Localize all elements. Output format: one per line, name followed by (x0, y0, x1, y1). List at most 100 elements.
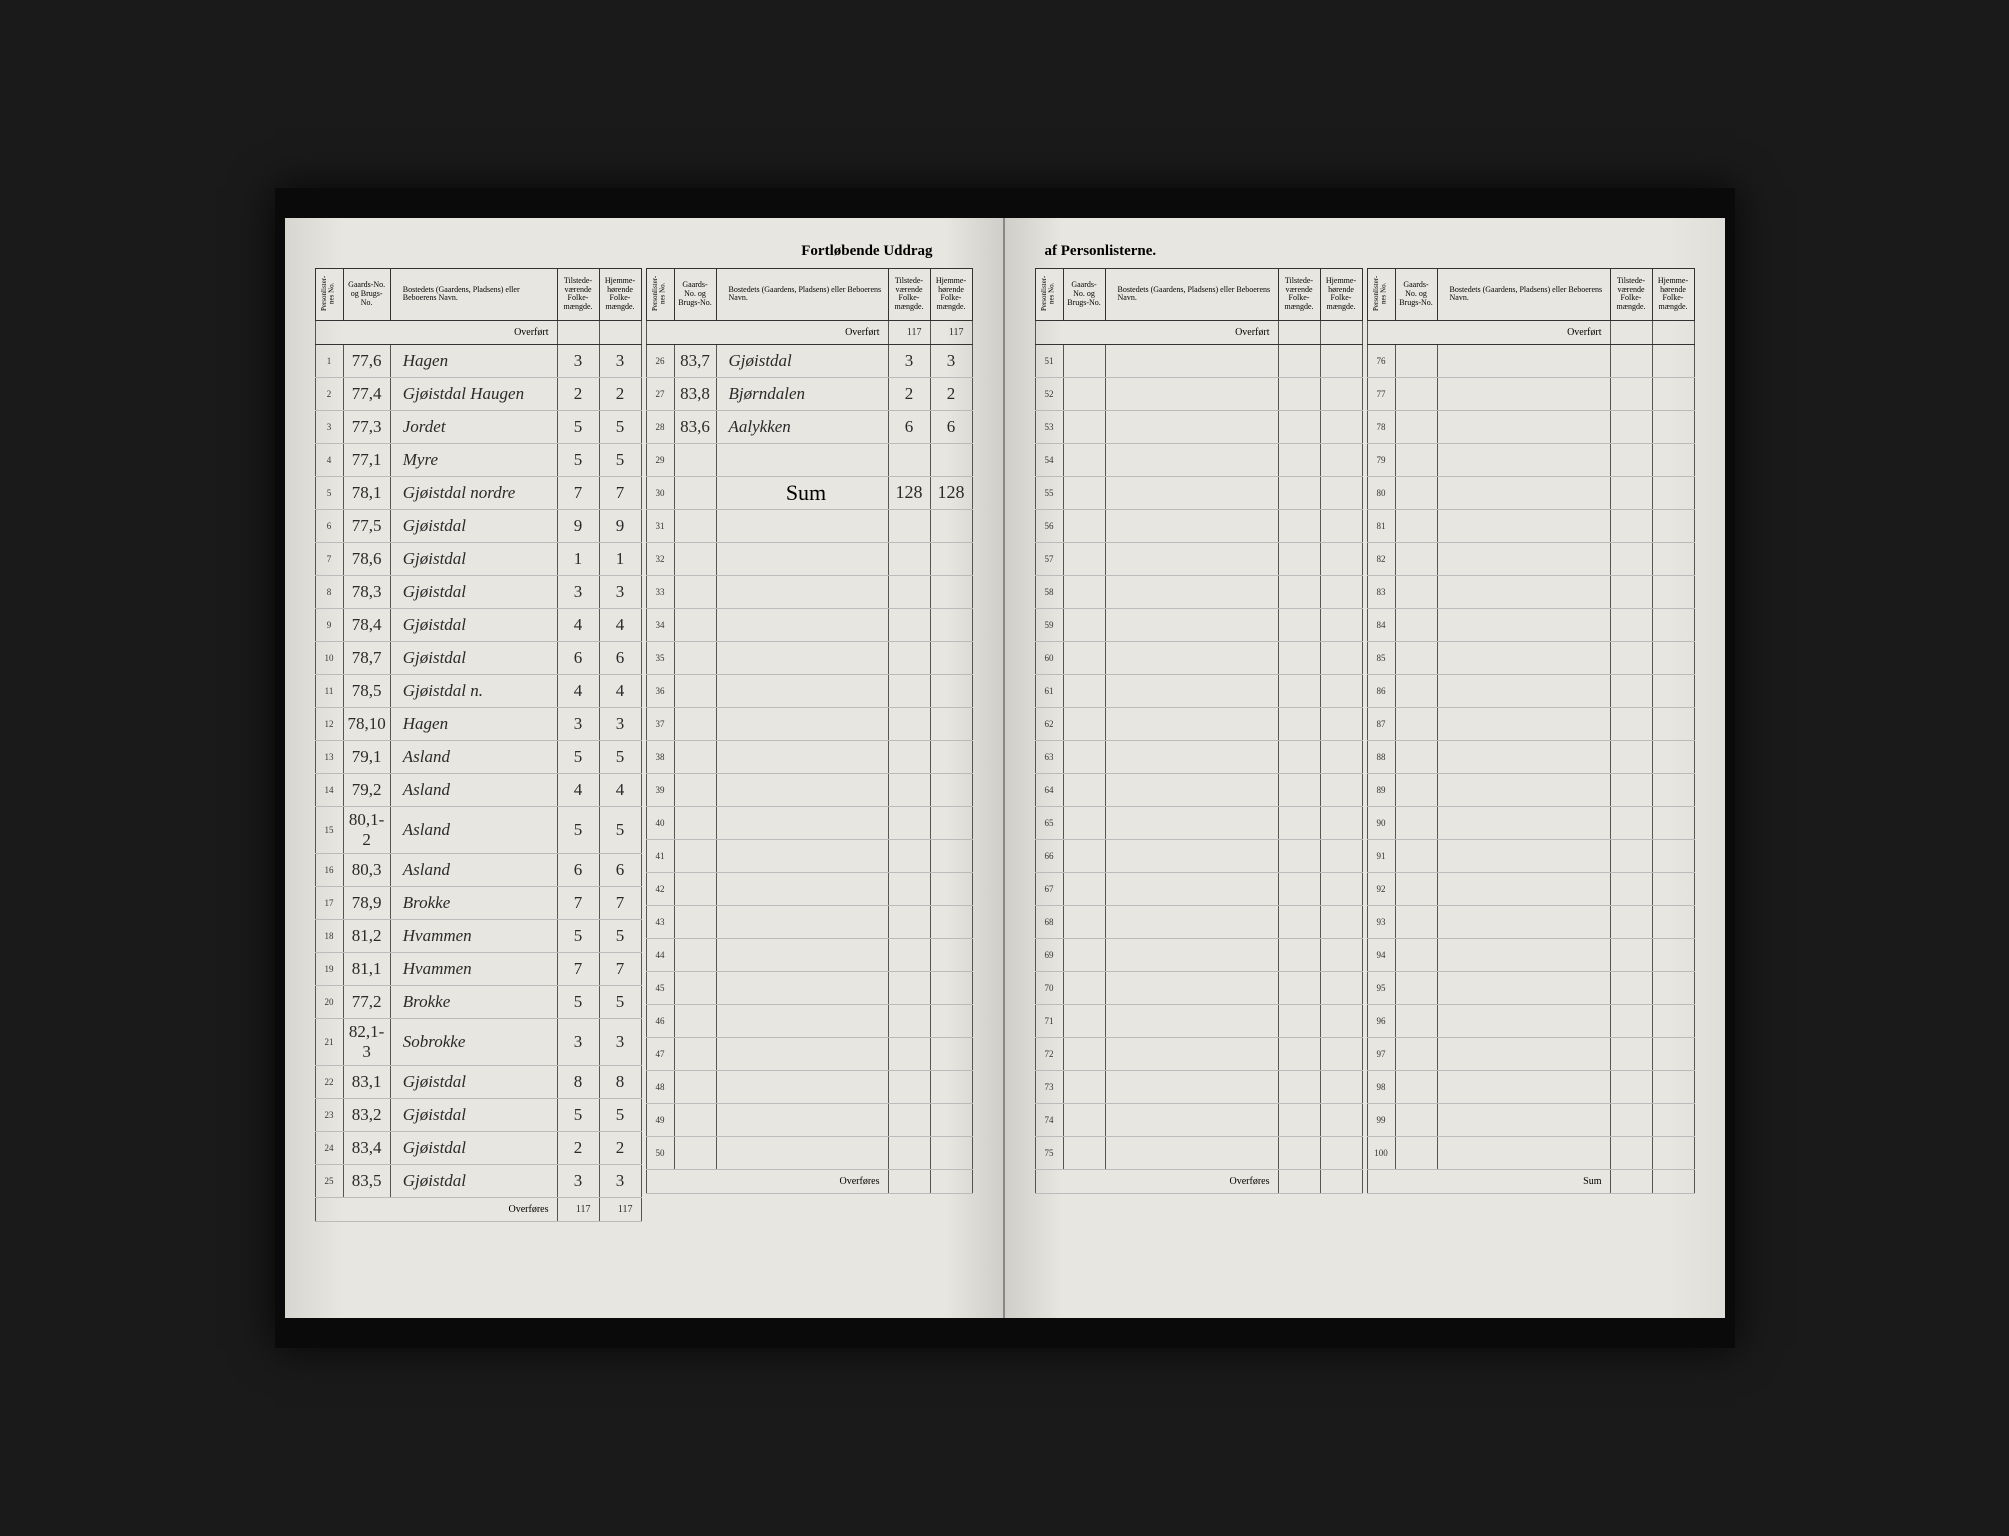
row-number: 18 (315, 919, 343, 952)
table-row: 95 (1367, 971, 1694, 1004)
gaards-no (1395, 707, 1437, 740)
table-row: 47 (646, 1037, 972, 1070)
bosted-name (1437, 674, 1610, 707)
hjemme-count: 7 (599, 886, 641, 919)
row-number: 94 (1367, 938, 1395, 971)
bosted-name (1437, 344, 1610, 377)
row-number: 95 (1367, 971, 1395, 1004)
row-number: 5 (315, 476, 343, 509)
table-row: 92 (1367, 872, 1694, 905)
bosted-name: Gjøistdal nordre (390, 476, 557, 509)
tilstede-count: 6 (557, 641, 599, 674)
tilstede-count (888, 806, 930, 839)
table-row: 1178,5Gjøistdal n.44 (315, 674, 641, 707)
hjemme-count (1652, 674, 1694, 707)
header-gnr: Gaards-No. og Brugs-No. (1063, 269, 1105, 321)
bosted-name (1437, 509, 1610, 542)
hjemme-count (1320, 1136, 1362, 1169)
gaards-no: 83,7 (674, 344, 716, 377)
table-row: 50 (646, 1136, 972, 1169)
tilstede-count: 9 (557, 509, 599, 542)
row-number: 79 (1367, 443, 1395, 476)
bosted-name (1437, 740, 1610, 773)
row-number: 7 (315, 542, 343, 575)
hjemme-count (1320, 443, 1362, 476)
hjemme-count (1320, 905, 1362, 938)
row-number: 42 (646, 872, 674, 905)
tilstede-count (1610, 1037, 1652, 1070)
gaards-no: 78,4 (343, 608, 390, 641)
tilstede-count (1278, 905, 1320, 938)
hjemme-count (930, 1004, 972, 1037)
row-number: 59 (1035, 608, 1063, 641)
table-row: 100 (1367, 1136, 1694, 1169)
hjemme-count (1320, 542, 1362, 575)
gaards-no (1395, 1037, 1437, 1070)
hjemme-count (930, 674, 972, 707)
table-row: 78 (1367, 410, 1694, 443)
table-row: 96 (1367, 1004, 1694, 1037)
header-name: Bostedets (Gaardens, Pladsens) eller Beb… (390, 269, 557, 321)
table-row: 61 (1035, 674, 1362, 707)
tilstede-count (1278, 575, 1320, 608)
hjemme-count: 4 (599, 674, 641, 707)
tilstede-count (1610, 641, 1652, 674)
table-row: 31 (646, 509, 972, 542)
table-row: 1278,10Hagen33 (315, 707, 641, 740)
table-row: 55 (1035, 476, 1362, 509)
hjemme-count: 5 (599, 740, 641, 773)
row-number: 2 (315, 377, 343, 410)
hjemme-count (930, 740, 972, 773)
bosted-name (1105, 905, 1278, 938)
table-row: 44 (646, 938, 972, 971)
overfort-tilst (1278, 320, 1320, 344)
tilstede-count (1278, 839, 1320, 872)
table-row: 81 (1367, 509, 1694, 542)
hjemme-count (1652, 476, 1694, 509)
hjemme-count: 3 (599, 707, 641, 740)
hjemme-count: 1 (599, 542, 641, 575)
overfort-row: Overført (1035, 320, 1362, 344)
bosted-name (1437, 839, 1610, 872)
row-number: 83 (1367, 575, 1395, 608)
bosted-name (716, 542, 888, 575)
bosted-name (716, 608, 888, 641)
gaards-no (1063, 971, 1105, 1004)
bosted-name: Gjøistdal (390, 509, 557, 542)
row-number: 51 (1035, 344, 1063, 377)
tilstede-count (1610, 707, 1652, 740)
header-hjem: Hjemme-hørende Folke-mængde. (1652, 269, 1694, 321)
tilstede-count: 5 (557, 443, 599, 476)
tilstede-count (1610, 674, 1652, 707)
row-number: 66 (1035, 839, 1063, 872)
hjemme-count (930, 575, 972, 608)
table-row: 878,3Gjøistdal33 (315, 575, 641, 608)
overfores-label: Overføres (646, 1169, 888, 1193)
header-person: Personlister-nes No. (1367, 269, 1395, 321)
bosted-name (1437, 806, 1610, 839)
row-number: 44 (646, 938, 674, 971)
row-number: 77 (1367, 377, 1395, 410)
ledger-table-right-a: Personlister-nes No. Gaards-No. og Brugs… (1035, 268, 1363, 1194)
overfores-hjem: 117 (599, 1197, 641, 1221)
row-number: 16 (315, 853, 343, 886)
ledger-table-left-a: Personlister-nes No. Gaards-No. og Brugs… (315, 268, 642, 1222)
row-number: 32 (646, 542, 674, 575)
bosted-name (1437, 575, 1610, 608)
gaards-no (1395, 1103, 1437, 1136)
hjemme-count (930, 872, 972, 905)
overfores-label: Overføres (1035, 1169, 1278, 1193)
gaards-no: 77,4 (343, 377, 390, 410)
tilstede-count (1610, 344, 1652, 377)
bosted-name (1105, 1004, 1278, 1037)
overfores-row: Overføres (646, 1169, 972, 1193)
bosted-name: Gjøistdal (390, 575, 557, 608)
tilstede-count: 6 (557, 853, 599, 886)
bosted-name: Asland (390, 740, 557, 773)
gaards-no (674, 476, 716, 509)
gaards-no: 78,1 (343, 476, 390, 509)
table-row: 65 (1035, 806, 1362, 839)
hjemme-count (1320, 707, 1362, 740)
gaards-no (1063, 1037, 1105, 1070)
bosted-name (1437, 971, 1610, 1004)
